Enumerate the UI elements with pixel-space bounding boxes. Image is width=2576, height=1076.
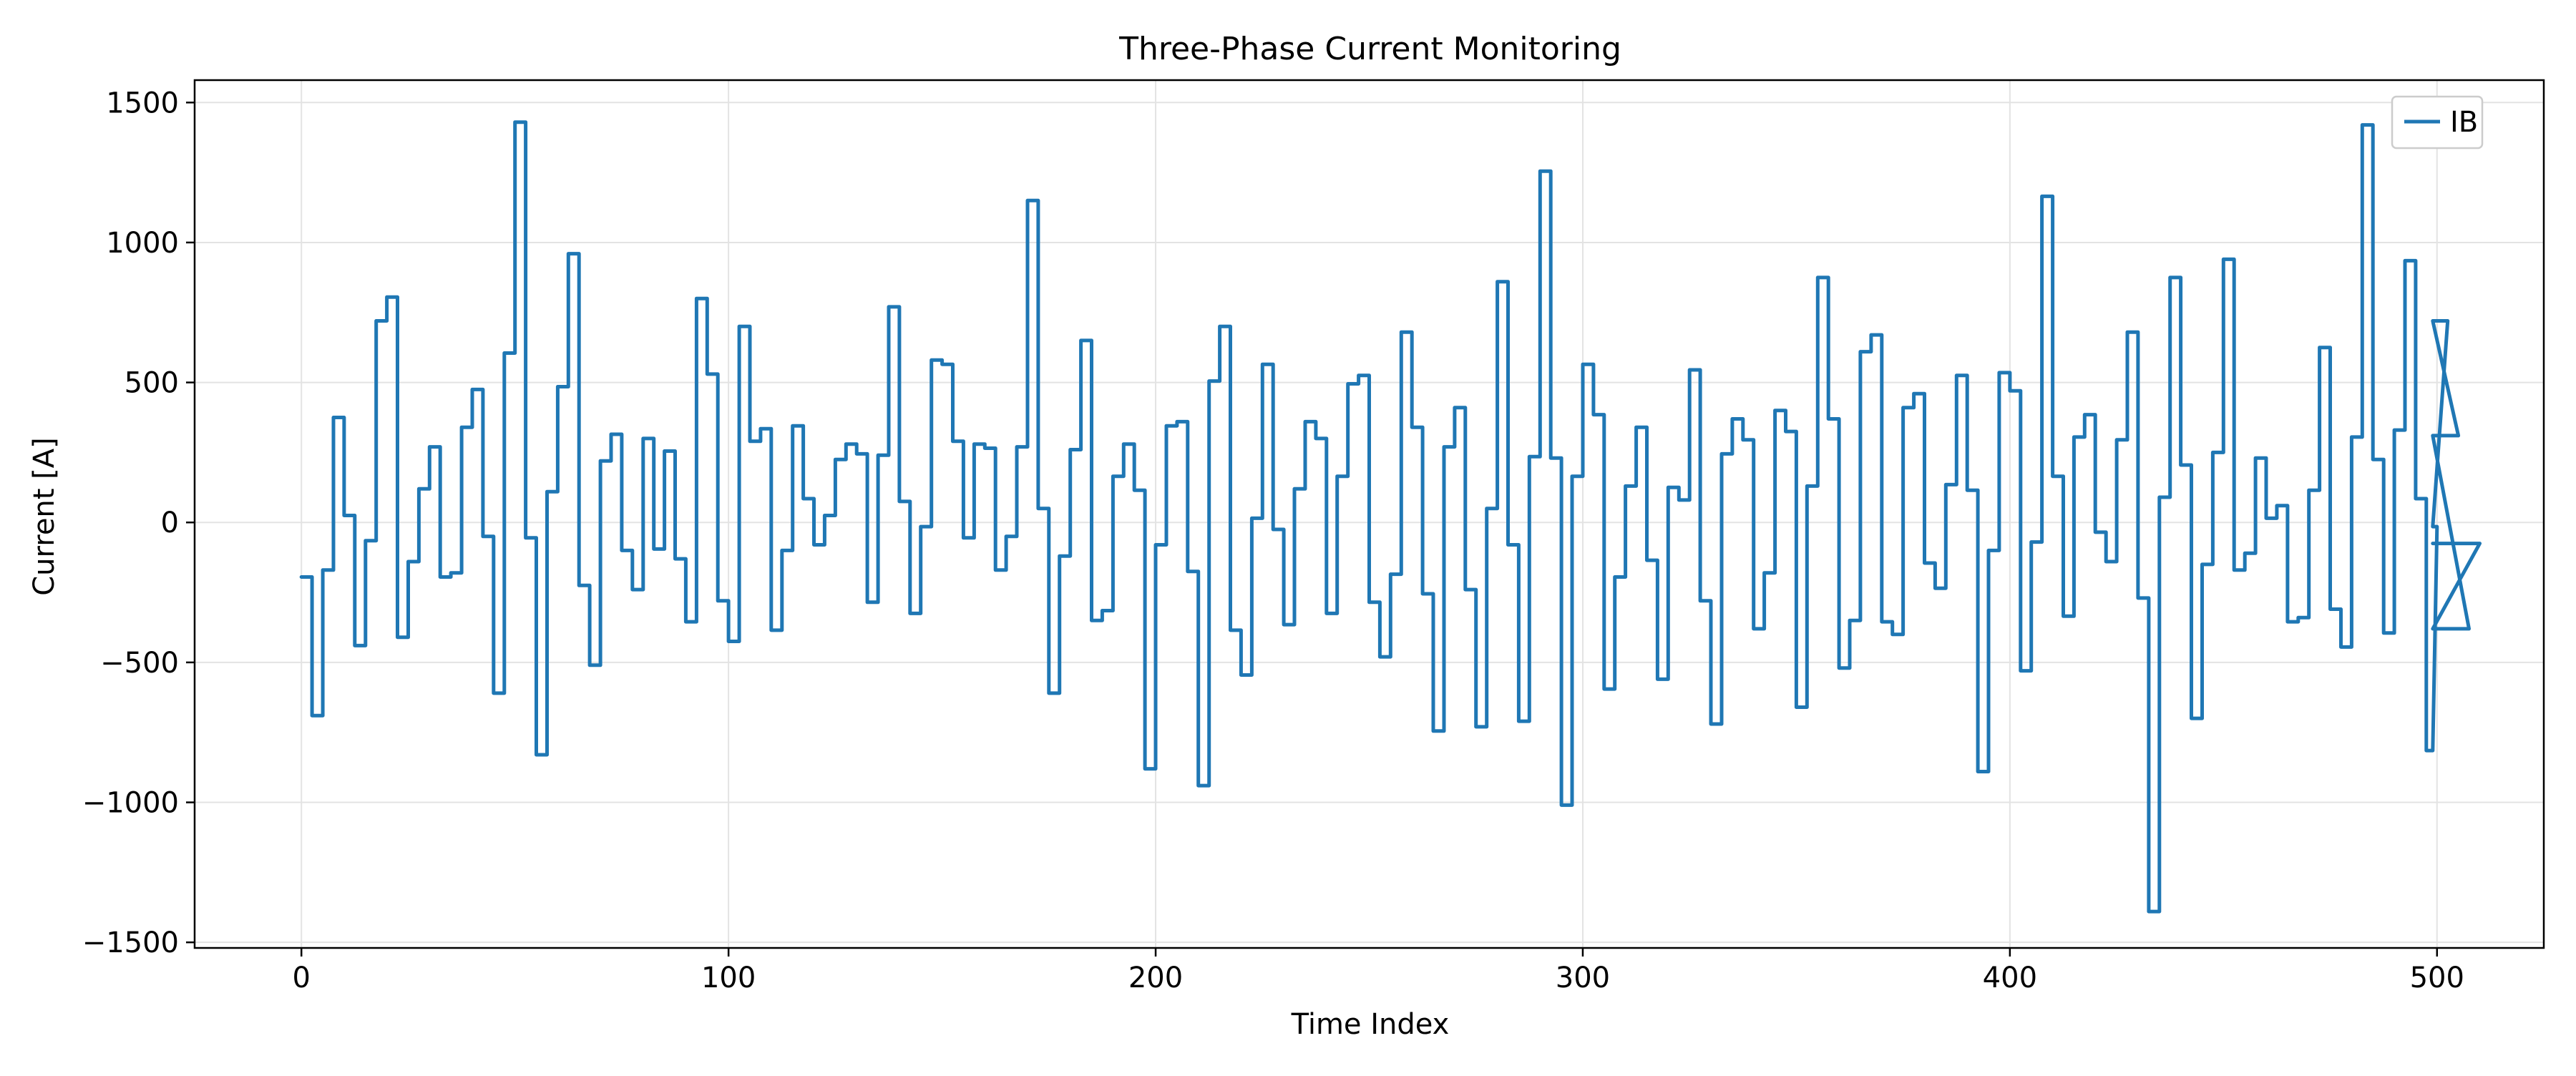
y-tick-label: −1500	[82, 926, 179, 959]
y-tick-label: 1000	[106, 227, 179, 260]
y-tick-label: 0	[161, 507, 179, 539]
data-layer	[299, 120, 2482, 914]
y-tick-label: −1000	[82, 787, 179, 820]
x-tick-label: 200	[1128, 962, 1183, 994]
x-axis-label: Time Index	[1291, 1008, 1450, 1041]
y-axis-label: Current [A]	[28, 437, 61, 596]
series-line-ib	[299, 120, 2482, 914]
y-tick-label: 1500	[106, 87, 179, 119]
legend-series-label: IB	[2450, 106, 2478, 139]
x-tick-label: 0	[293, 962, 311, 994]
x-tick-label: 500	[2410, 962, 2464, 994]
tick-layer: 0 100 200 300 400 500 −1500 −1000 −500 0 500 1000 15…	[82, 87, 2464, 994]
x-tick-label: 300	[1556, 962, 1610, 994]
chart-title: Three-Phase Current Monitoring	[1118, 31, 1621, 67]
x-tick-label: 100	[701, 962, 756, 994]
y-tick-label: −500	[100, 647, 179, 680]
plot-area-frame	[193, 79, 2545, 949]
x-tick-label: 400	[1983, 962, 2037, 994]
y-tick-label: 500	[125, 367, 179, 400]
legend: IB	[2391, 95, 2484, 150]
